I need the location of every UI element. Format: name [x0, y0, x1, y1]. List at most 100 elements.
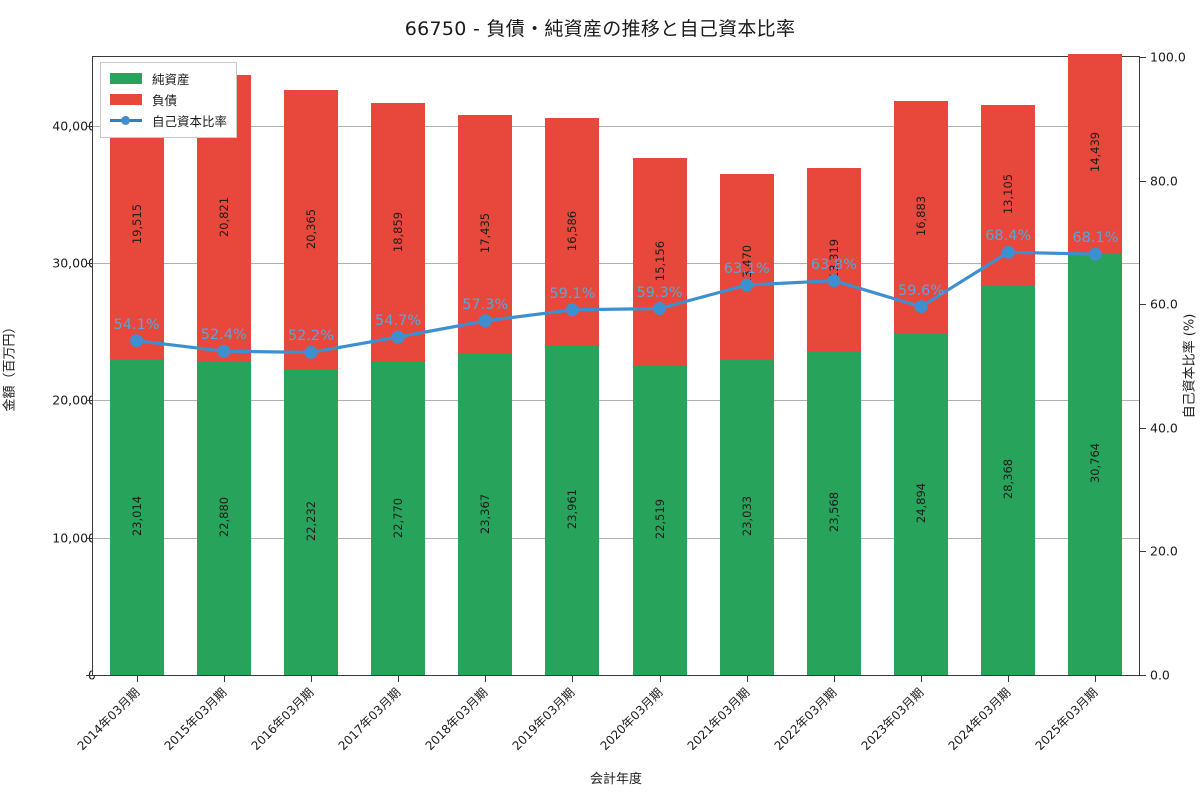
x-axis-tick-label: 2017年03月期 — [335, 685, 404, 754]
x-axis-tick-mark — [398, 676, 400, 682]
legend-label-liabilities: 負債 — [152, 93, 178, 108]
ratio-value-label: 52.2% — [287, 328, 334, 345]
ratio-marker[interactable] — [740, 278, 754, 292]
ratio-value-label: 68.4% — [985, 228, 1032, 245]
x-axis-tick-mark — [223, 676, 225, 682]
bar-segment-equity[interactable]: 23,367 — [458, 354, 513, 675]
chart-legend: 純資産 負債 自己資本比率 — [100, 62, 238, 138]
y-axis-right-tick-label: 20.0 — [1150, 543, 1178, 559]
ratio-labels-layer: 54.1% 52.4% 52.2% 54.7% 57.3% 59.1% 59.3% 63.1%… — [93, 57, 1139, 675]
bar-segment-liabilities[interactable]: 18,859 — [371, 103, 426, 363]
gridline — [93, 537, 1139, 539]
y-axis-right-tick-mark — [1140, 304, 1146, 306]
bar-group[interactable]: 22,880 20,821 — [196, 74, 251, 675]
bar-segment-liabilities[interactable]: 13,470 — [719, 173, 774, 359]
bar-segment-liabilities[interactable]: 13,319 — [806, 168, 861, 352]
ratio-marker[interactable] — [653, 302, 667, 315]
x-axis-tick-mark — [659, 676, 661, 682]
ratio-marker[interactable] — [1001, 245, 1015, 259]
x-axis-tick-mark — [572, 676, 574, 682]
y-axis-right-tick-label: 0.0 — [1150, 667, 1170, 683]
bar-segment-liabilities[interactable]: 15,156 — [632, 157, 687, 366]
ratio-marker[interactable] — [478, 314, 492, 328]
legend-line-equity-ratio — [110, 115, 142, 126]
bar-segment-liabilities[interactable]: 17,435 — [458, 114, 513, 355]
y-axis-right-tick-label: 80.0 — [1150, 173, 1178, 189]
bar-segment-equity[interactable]: 22,880 — [196, 360, 251, 675]
x-axis-tick-mark — [136, 676, 138, 682]
x-axis-tick-mark — [833, 676, 835, 682]
x-axis-tick-mark — [921, 676, 923, 682]
y-axis-left-tick-mark — [86, 537, 92, 539]
ratio-marker[interactable] — [1088, 247, 1102, 261]
bar-segment-equity[interactable]: 23,961 — [545, 345, 600, 675]
bar-segment-equity[interactable]: 23,033 — [719, 358, 774, 675]
x-axis-tick-mark — [310, 676, 312, 682]
x-axis-tick-label: 2014年03月期 — [74, 685, 142, 754]
bar-segment-equity[interactable]: 22,232 — [283, 369, 338, 675]
ratio-marker[interactable] — [827, 274, 841, 288]
ratio-marker[interactable] — [304, 345, 318, 359]
bar-group[interactable]: 24,894 16,883 — [894, 101, 949, 675]
plot-area: 23,014 19,515 22,880 20,821 22,232 20,365 22,7… — [92, 54, 1140, 676]
ratio-value-label: 59.3% — [636, 284, 683, 301]
y-axis-left-tick-mark — [86, 263, 92, 264]
y-axis-left-tick-label: 40,000 — [52, 118, 96, 134]
bar-group[interactable]: 23,033 13,470 — [719, 173, 774, 675]
x-axis-tick-label: 2024年03月期 — [945, 685, 1014, 754]
ratio-marker[interactable] — [217, 344, 231, 358]
y-axis-right-tick-label: 40.0 — [1150, 420, 1178, 436]
ratio-line-series — [130, 245, 1102, 359]
legend-swatch-equity — [110, 73, 142, 84]
x-axis-tick-label: 2015年03月期 — [161, 685, 230, 754]
ratio-line-path — [136, 250, 1096, 354]
ratio-marker[interactable] — [565, 303, 579, 317]
x-axis-tick-label: 2023年03月期 — [858, 685, 927, 754]
gridline — [93, 400, 1139, 402]
ratio-marker[interactable] — [914, 300, 928, 314]
bar-segment-liabilities[interactable]: 14,439 — [1068, 54, 1123, 253]
gridline — [93, 125, 1139, 127]
ratio-value-label: 68.1% — [1072, 230, 1119, 247]
x-axis-tick-label: 2019年03月期 — [509, 685, 578, 754]
y-axis-left-tick-mark — [86, 125, 92, 127]
y-axis-left-tick-mark — [86, 675, 92, 676]
ratio-value-label: 52.4% — [200, 327, 247, 344]
ratio-value-label: 54.7% — [375, 312, 422, 329]
bar-segment-equity[interactable]: 23,014 — [109, 358, 164, 675]
bar-segment-liabilities[interactable]: 20,365 — [283, 90, 338, 370]
x-axis-tick-label: 2025年03月期 — [1032, 685, 1101, 754]
y-axis-right-tick-mark — [1140, 551, 1146, 553]
ratio-value-label: 59.6% — [898, 282, 945, 299]
y-axis-right-tick-mark — [1140, 57, 1146, 58]
bar-group[interactable]: 23,568 13,319 — [806, 168, 861, 675]
bar-segment-equity[interactable]: 23,568 — [806, 351, 861, 675]
bar-group[interactable]: 23,961 16,586 — [545, 118, 600, 675]
bar-group[interactable]: 22,519 15,156 — [632, 157, 687, 675]
x-axis-tick-label: 2021年03月期 — [684, 685, 753, 754]
y-axis-right-tick-mark — [1140, 180, 1146, 182]
bar-segment-equity[interactable]: 22,519 — [632, 365, 687, 675]
ratio-marker[interactable] — [130, 334, 144, 348]
bar-segment-equity[interactable]: 30,764 — [1068, 252, 1123, 675]
bar-group[interactable]: 22,770 18,859 — [371, 103, 426, 675]
bar-group[interactable]: 23,367 17,435 — [458, 114, 513, 675]
bar-segment-equity[interactable]: 28,368 — [981, 285, 1036, 675]
ratio-value-label: 54.1% — [113, 316, 160, 333]
y-axis-left-tick-mark — [86, 400, 92, 402]
bar-segment-equity[interactable]: 22,770 — [371, 362, 426, 675]
ratio-value-label: 57.3% — [462, 296, 509, 313]
x-axis-tick-mark — [1008, 676, 1010, 682]
y-axis-left-tick-label: 0 — [6, 668, 96, 683]
bar-segment-equity[interactable]: 24,894 — [894, 333, 949, 675]
bar-group[interactable]: 22,232 20,365 — [283, 90, 338, 675]
chart-title: 66750 - 負債・純資産の推移と自己資本比率 — [404, 18, 796, 40]
x-axis-tick-mark — [746, 676, 748, 682]
ratio-marker[interactable] — [391, 330, 405, 344]
y-axis-right-tick-label: 60.0 — [1150, 296, 1178, 312]
legend-item-liabilities: 負債 — [110, 89, 227, 110]
bar-group[interactable]: 30,764 14,439 — [1068, 54, 1123, 675]
legend-label-equity-ratio: 自己資本比率 — [152, 114, 228, 129]
x-axis-tick-label: 2022年03月期 — [771, 685, 840, 754]
